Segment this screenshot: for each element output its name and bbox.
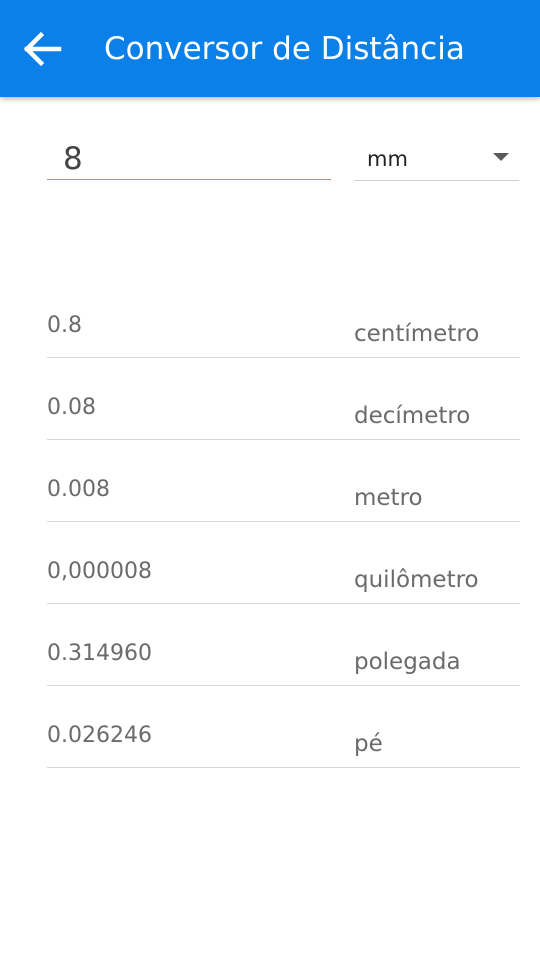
app-bar: Conversor de Distância: [0, 0, 540, 97]
back-button[interactable]: [18, 25, 66, 73]
result-value: 0.08: [47, 395, 96, 420]
result-row-metro: 0.008 metro: [47, 441, 520, 522]
distance-value-input[interactable]: [47, 138, 331, 180]
result-value: 0.026246: [47, 723, 152, 748]
result-unit: metro: [354, 485, 423, 511]
unit-select-value: mm: [367, 147, 408, 171]
result-value: 0.008: [47, 477, 110, 502]
result-value: 0,000008: [47, 559, 152, 584]
dropdown-arrow-icon: [493, 153, 509, 161]
result-row-polegada: 0.314960 polegada: [47, 605, 520, 686]
result-row-quilometro: 0,000008 quilômetro: [47, 523, 520, 604]
result-unit: quilômetro: [354, 567, 479, 593]
result-row-pe: 0.026246 pé: [47, 687, 520, 768]
result-value: 0.314960: [47, 641, 152, 666]
result-unit: decímetro: [354, 403, 471, 429]
result-unit: polegada: [354, 649, 461, 675]
arrow-left-icon: [23, 31, 62, 67]
unit-select[interactable]: mm: [354, 141, 519, 181]
result-value: 0.8: [47, 313, 82, 338]
result-row-centimetro: 0.8 centímetro: [47, 277, 520, 358]
result-unit: centímetro: [354, 321, 480, 347]
page-title: Conversor de Distância: [104, 31, 465, 67]
results-list: 0.8 centímetro 0.08 decímetro 0.008 metr…: [47, 277, 520, 769]
result-unit: pé: [354, 731, 383, 757]
result-row-decimetro: 0.08 decímetro: [47, 359, 520, 440]
